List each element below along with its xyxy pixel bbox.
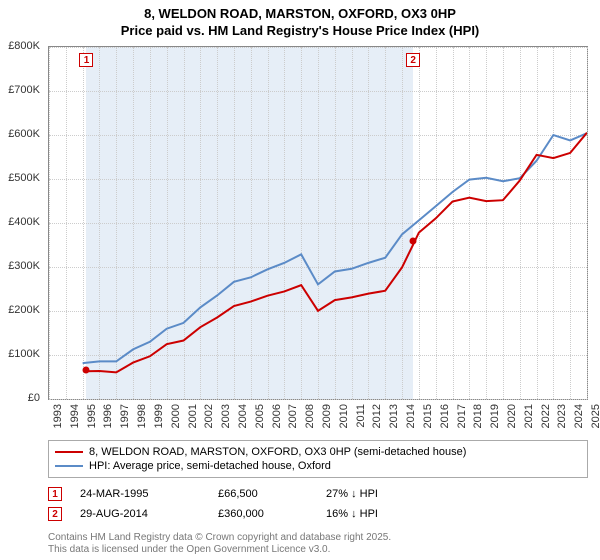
x-tick-label: 2017 bbox=[456, 404, 468, 428]
sale-marker-icon: 1 bbox=[48, 487, 62, 501]
sale-marker-flag: 2 bbox=[406, 53, 420, 67]
x-tick-label: 2009 bbox=[321, 404, 333, 428]
x-tick-label: 2008 bbox=[304, 404, 316, 428]
price-chart: 8, WELDON ROAD, MARSTON, OXFORD, OX3 0HP… bbox=[0, 0, 600, 560]
x-tick-label: 1995 bbox=[86, 404, 98, 428]
legend-item: HPI: Average price, semi-detached house,… bbox=[55, 459, 581, 473]
chart-lines bbox=[49, 47, 587, 399]
y-tick-label: £800K bbox=[8, 40, 40, 52]
x-tick-label: 2015 bbox=[422, 404, 434, 428]
y-axis-labels: £0£100K£200K£300K£400K£500K£600K£700K£80… bbox=[0, 46, 44, 400]
y-tick-label: £600K bbox=[8, 128, 40, 140]
legend-label: 8, WELDON ROAD, MARSTON, OXFORD, OX3 0HP… bbox=[89, 446, 466, 458]
x-tick-label: 2021 bbox=[523, 404, 535, 428]
x-tick-label: 2019 bbox=[489, 404, 501, 428]
sale-row: 2 29-AUG-2014 £360,000 16% ↓ HPI bbox=[48, 504, 588, 524]
sale-delta: 27% ↓ HPI bbox=[326, 488, 416, 500]
y-tick-label: £300K bbox=[8, 260, 40, 272]
x-tick-label: 1998 bbox=[136, 404, 148, 428]
sale-marker-flag: 1 bbox=[79, 53, 93, 67]
sale-records: 1 24-MAR-1995 £66,500 27% ↓ HPI 2 29-AUG… bbox=[48, 484, 588, 524]
x-tick-label: 2020 bbox=[506, 404, 518, 428]
title-line-1: 8, WELDON ROAD, MARSTON, OXFORD, OX3 0HP bbox=[0, 6, 600, 23]
sale-price: £360,000 bbox=[218, 508, 308, 520]
x-tick-label: 2013 bbox=[388, 404, 400, 428]
plot-area: 12 bbox=[48, 46, 588, 400]
x-tick-label: 2022 bbox=[540, 404, 552, 428]
y-tick-label: £500K bbox=[8, 172, 40, 184]
x-tick-label: 2004 bbox=[237, 404, 249, 428]
x-tick-label: 2000 bbox=[170, 404, 182, 428]
x-tick-label: 2023 bbox=[556, 404, 568, 428]
x-tick-label: 2025 bbox=[590, 404, 600, 428]
series-line bbox=[86, 133, 587, 373]
sale-delta: 16% ↓ HPI bbox=[326, 508, 416, 520]
sale-price: £66,500 bbox=[218, 488, 308, 500]
x-tick-label: 2010 bbox=[338, 404, 350, 428]
sale-date: 29-AUG-2014 bbox=[80, 508, 200, 520]
sale-date: 24-MAR-1995 bbox=[80, 488, 200, 500]
x-axis-labels: 1993 1994 1995 1996 1997 1998 1999 2000 2001 2002… bbox=[48, 400, 588, 440]
x-tick-label: 1994 bbox=[69, 404, 81, 428]
y-tick-label: £400K bbox=[8, 216, 40, 228]
series-line bbox=[83, 133, 587, 363]
legend: 8, WELDON ROAD, MARSTON, OXFORD, OX3 0HP… bbox=[48, 440, 588, 478]
x-tick-label: 2003 bbox=[220, 404, 232, 428]
title-line-2: Price paid vs. HM Land Registry's House … bbox=[0, 23, 600, 40]
y-tick-label: £700K bbox=[8, 84, 40, 96]
y-tick-label: £0 bbox=[28, 392, 40, 404]
x-tick-label: 1997 bbox=[119, 404, 131, 428]
x-tick-label: 2007 bbox=[287, 404, 299, 428]
sale-row: 1 24-MAR-1995 £66,500 27% ↓ HPI bbox=[48, 484, 588, 504]
x-tick-label: 2024 bbox=[573, 404, 585, 428]
chart-title: 8, WELDON ROAD, MARSTON, OXFORD, OX3 0HP… bbox=[0, 0, 600, 42]
x-tick-label: 2011 bbox=[355, 404, 367, 428]
legend-label: HPI: Average price, semi-detached house,… bbox=[89, 460, 331, 472]
x-tick-label: 1996 bbox=[102, 404, 114, 428]
legend-swatch bbox=[55, 451, 83, 453]
sale-point-dot bbox=[83, 366, 90, 373]
y-tick-label: £200K bbox=[8, 304, 40, 316]
x-tick-label: 1993 bbox=[52, 404, 64, 428]
footer-line-1: Contains HM Land Registry data © Crown c… bbox=[48, 532, 391, 544]
x-tick-label: 2001 bbox=[187, 404, 199, 428]
x-tick-label: 2002 bbox=[203, 404, 215, 428]
sale-marker-icon: 2 bbox=[48, 507, 62, 521]
x-tick-label: 2014 bbox=[405, 404, 417, 428]
gridline-vertical bbox=[587, 47, 588, 399]
x-tick-label: 2006 bbox=[271, 404, 283, 428]
x-tick-label: 2018 bbox=[472, 404, 484, 428]
footer-line-2: This data is licensed under the Open Gov… bbox=[48, 544, 391, 556]
y-tick-label: £100K bbox=[8, 348, 40, 360]
attribution: Contains HM Land Registry data © Crown c… bbox=[48, 532, 391, 556]
x-tick-label: 2016 bbox=[439, 404, 451, 428]
legend-item: 8, WELDON ROAD, MARSTON, OXFORD, OX3 0HP… bbox=[55, 445, 581, 459]
x-tick-label: 2005 bbox=[254, 404, 266, 428]
x-tick-label: 2012 bbox=[371, 404, 383, 428]
x-tick-label: 1999 bbox=[153, 404, 165, 428]
sale-point-dot bbox=[410, 237, 417, 244]
legend-swatch bbox=[55, 465, 83, 467]
